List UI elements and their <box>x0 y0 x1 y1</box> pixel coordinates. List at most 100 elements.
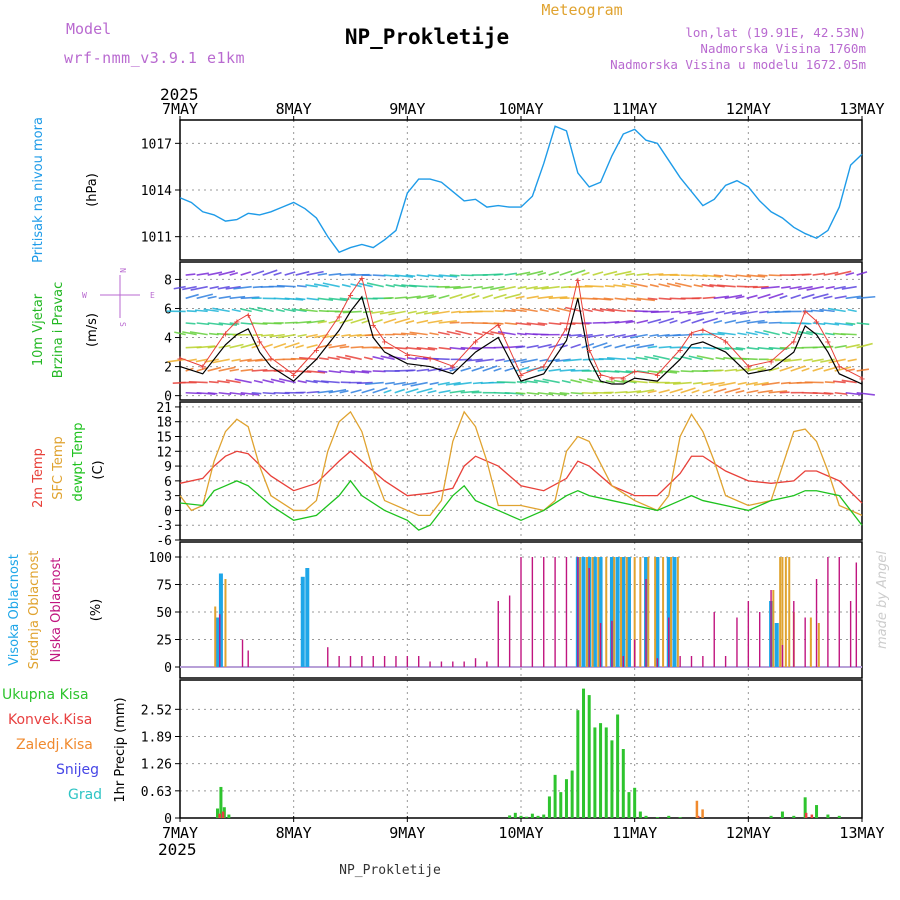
wind-arrow <box>358 282 373 288</box>
wind-arrow <box>666 282 681 288</box>
wind-arrow <box>745 381 758 386</box>
wind-arrow <box>702 346 716 350</box>
wind-arrow <box>185 273 196 276</box>
precip-bar <box>667 815 671 818</box>
wind-arrow <box>763 329 780 336</box>
wind-arrow <box>388 310 406 316</box>
wind-arrow <box>504 367 516 372</box>
wind-arrow <box>715 356 725 361</box>
precip-bar <box>218 813 221 818</box>
cloud-bar <box>645 579 647 667</box>
cloud-bar <box>591 557 594 667</box>
wind-arrow <box>696 355 714 361</box>
wind-arrow <box>253 379 263 384</box>
elevation-label: Nadmorska Visina 1760m <box>700 41 866 56</box>
wind-arrow <box>394 388 405 394</box>
wind-arrow <box>257 306 274 313</box>
model-label: Model <box>66 20 111 38</box>
wind-arrow <box>592 271 604 276</box>
x-axis-top: 7MAY 8MAY 9MAY 10MAY 11MAY 12MAY 13MAY <box>162 100 885 122</box>
cloud-bar <box>598 557 603 667</box>
wind-arrow <box>229 271 239 276</box>
wind-arrow <box>167 358 186 363</box>
wind-arrow <box>533 379 549 384</box>
cloud-bar <box>531 557 534 667</box>
wind-arrow <box>713 388 727 394</box>
wind-arrow <box>284 342 300 349</box>
wind-arrow <box>811 358 824 363</box>
wind-arrow <box>737 381 747 386</box>
wind-arrow <box>614 370 634 374</box>
wind-arrow <box>449 321 460 324</box>
model-elevation-label: Nadmorska Visina u modelu 1672.05m <box>610 57 866 72</box>
wind-arrow <box>504 293 521 300</box>
wind-arrow <box>605 333 615 338</box>
wind-gust-marker: + <box>677 346 683 357</box>
cloud-bar <box>219 614 221 667</box>
wind-arrow <box>393 284 406 288</box>
wind-arrow <box>845 272 855 276</box>
wind-arrow <box>856 322 870 326</box>
precip-bar <box>621 749 625 818</box>
wind-arrow <box>427 295 437 300</box>
wind-arrow <box>438 389 451 394</box>
wind-arrow <box>212 358 230 364</box>
wind-arrow <box>680 370 694 373</box>
wind-arrow <box>812 293 829 300</box>
wind-gust-marker: + <box>654 371 660 382</box>
wind-arrow <box>724 319 737 324</box>
wind-arrow <box>283 308 296 313</box>
cloud-bar <box>585 557 588 667</box>
precip-bar <box>803 797 807 818</box>
wind-arrow <box>724 368 738 372</box>
wind-arrow <box>490 285 505 291</box>
wind-arrow <box>797 285 813 291</box>
wind-arrow <box>614 344 626 349</box>
wind-arrow <box>278 333 296 339</box>
wind-arrow <box>291 308 307 313</box>
wind-arrow <box>834 270 852 276</box>
sfc-temp-axis-label: SFC Temp <box>51 436 66 500</box>
y-tick-label: 1014 <box>141 184 172 199</box>
wind-arrow <box>715 310 725 314</box>
cloud-bar <box>349 656 352 667</box>
wind-arrow <box>344 354 362 361</box>
cloud-bar <box>599 623 602 667</box>
cloud-bar <box>543 557 545 667</box>
wind-arrow <box>295 320 312 324</box>
wind-arrow <box>537 322 548 325</box>
credit-label: made by Angel <box>875 551 890 649</box>
wind-arrow <box>313 283 329 288</box>
wind-arrow <box>306 370 326 374</box>
wind-arrow <box>603 344 612 349</box>
wind-arrow <box>189 331 208 336</box>
wind-arrow <box>449 293 463 300</box>
cloud-bar <box>300 576 305 667</box>
wind-arrow <box>306 297 320 301</box>
wind-gust-marker: + <box>745 362 751 373</box>
wind-arrow <box>504 272 518 276</box>
wind-arrow <box>262 269 278 276</box>
wind-arrow <box>371 310 384 314</box>
cloud-bar <box>804 617 806 667</box>
wind-arrow <box>636 370 650 374</box>
wind-arrow <box>548 322 562 326</box>
precip-bar <box>780 811 784 818</box>
wind-arrow <box>810 309 824 313</box>
wind-arrow <box>679 310 692 314</box>
wind-arrow <box>823 391 834 395</box>
wind-arrow <box>603 297 614 301</box>
wind-arrow <box>495 358 505 362</box>
precip-bar <box>695 800 699 818</box>
wind-arrow <box>385 284 395 288</box>
wind-unit-label: (m/s) <box>85 313 100 347</box>
wind-arrow <box>502 309 516 313</box>
wind-arrow <box>394 274 414 278</box>
wind-arrow <box>845 343 860 349</box>
wind-arrow <box>607 308 626 313</box>
wind-arrow <box>504 322 518 326</box>
wind-arrow <box>520 307 538 313</box>
wind-arrow <box>603 320 620 324</box>
wind-arrow <box>349 333 362 337</box>
wind-gust-marker: + <box>427 354 433 365</box>
